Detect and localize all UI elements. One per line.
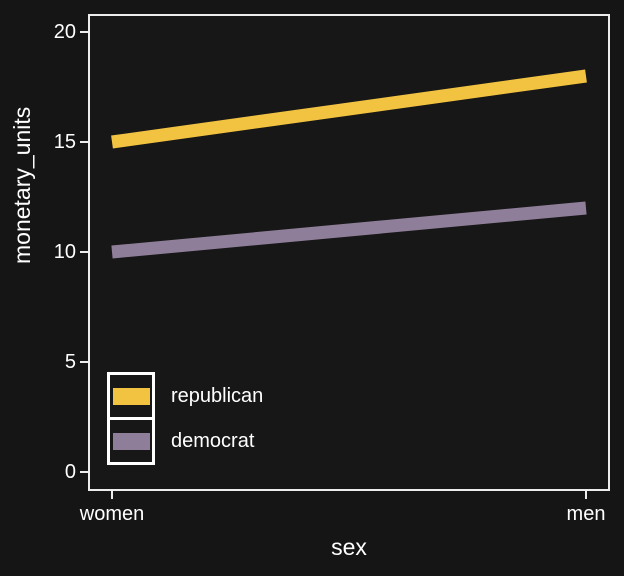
x-tick-label-women: women: [79, 503, 145, 525]
legend: republican democrat: [107, 372, 263, 465]
legend-swatch-republican: [112, 387, 150, 405]
legend-key-republican: [107, 372, 155, 420]
legend-key-democrat: [107, 417, 155, 465]
x-tick-label-men: men: [566, 503, 606, 525]
y-axis-title: monetary_units: [9, 106, 35, 264]
y-tick-label-15: 15: [53, 131, 76, 153]
y-tick-label-5: 5: [64, 351, 76, 373]
legend-label-democrat: democrat: [171, 430, 255, 452]
y-tick-label-0: 0: [64, 461, 76, 483]
legend-row-republican: republican: [107, 372, 263, 420]
series-line-republican: [111, 69, 587, 149]
y-tick-mark-5: [80, 361, 88, 363]
plot-lines-svg: [111, 69, 587, 259]
y-tick-mark-0: [80, 471, 88, 473]
legend-label-republican: republican: [171, 385, 264, 407]
y-tick-mark-20: [80, 31, 88, 33]
x-tick-mark-women: [111, 491, 113, 499]
y-tick-mark-15: [80, 141, 88, 143]
y-tick-label-20: 20: [53, 21, 76, 43]
plot-panel: republican democrat: [88, 14, 610, 491]
y-tick-label-10: 10: [53, 241, 76, 263]
x-tick-mark-men: [585, 491, 587, 499]
legend-swatch-democrat: [112, 432, 150, 450]
legend-row-democrat: democrat: [107, 417, 263, 465]
series-line-democrat: [111, 201, 587, 259]
y-tick-mark-10: [80, 251, 88, 253]
x-axis-title: sex: [331, 534, 367, 560]
